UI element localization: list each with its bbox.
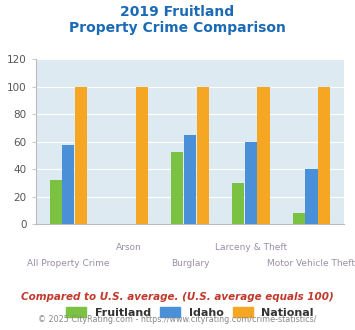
Bar [318,87,330,224]
Bar [62,145,75,224]
Bar [136,87,148,224]
Text: Arson: Arson [116,243,142,251]
Bar [171,151,183,224]
Bar [197,87,209,224]
Text: Motor Vehicle Theft: Motor Vehicle Theft [267,259,355,268]
Bar [50,181,62,224]
Bar [184,135,196,224]
Text: Larceny & Theft: Larceny & Theft [215,243,287,251]
Bar [257,87,269,224]
Text: 2019 Fruitland: 2019 Fruitland [120,5,235,19]
Text: Burglary: Burglary [171,259,209,268]
Text: Property Crime Comparison: Property Crime Comparison [69,21,286,35]
Text: Compared to U.S. average. (U.S. average equals 100): Compared to U.S. average. (U.S. average … [21,292,334,302]
Bar [305,169,318,224]
Legend: Fruitland, Idaho, National: Fruitland, Idaho, National [66,308,314,318]
Bar [245,142,257,224]
Bar [232,183,244,224]
Text: © 2025 CityRating.com - https://www.cityrating.com/crime-statistics/: © 2025 CityRating.com - https://www.city… [38,315,317,324]
Bar [75,87,87,224]
Text: All Property Crime: All Property Crime [27,259,110,268]
Bar [293,214,305,224]
